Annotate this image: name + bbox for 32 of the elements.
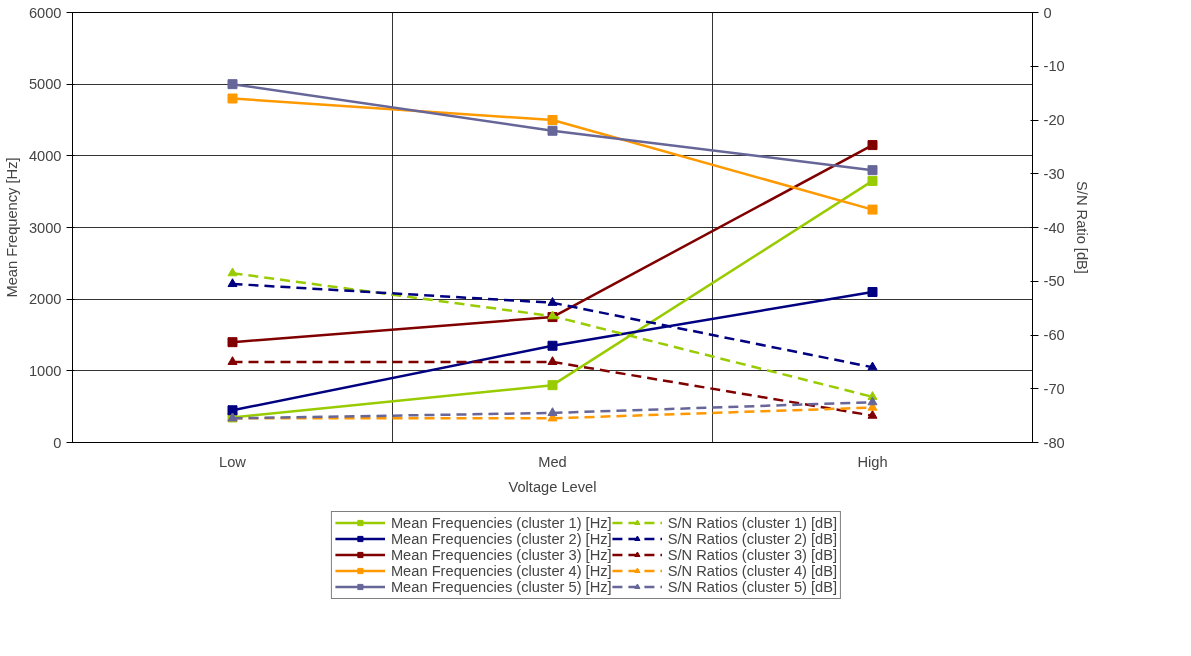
legend-label: S/N Ratios (cluster 5) [dB] [667,578,838,595]
x-tick-label: Med [538,453,567,470]
legend-label: S/N Ratios (cluster 1) [dB] [667,514,838,531]
legend-label: Mean Frequencies (cluster 1) [Hz] [390,514,612,531]
y2-axis-title: S/N Ratio [dB] [1073,181,1090,274]
y-tick-label: 2000 [28,291,62,308]
y-tick-label: 0 [53,434,62,451]
legend-label: Mean Frequencies (cluster 3) [Hz] [390,546,612,563]
y2-tick-label: -30 [1043,165,1065,182]
x-tick-label: High [857,453,888,470]
y2-tick-label: -20 [1043,112,1065,128]
legend-label: S/N Ratios (cluster 2) [dB] [667,530,838,547]
x-axis-title: Voltage Level [508,478,597,495]
y-axis-title: Mean Frequency [Hz] [3,157,20,298]
y2-tick-label: -10 [1043,58,1065,75]
legend-label: Mean Frequencies (cluster 5) [Hz] [390,578,612,595]
y2-tick-label: -80 [1043,434,1065,451]
y2-tick-label: -70 [1043,380,1065,397]
y-tick-label: 4000 [28,147,62,164]
legend-label: Mean Frequencies (cluster 2) [Hz] [390,530,612,547]
y-tick-label: 1000 [28,362,62,379]
legend-label: S/N Ratios (cluster 4) [dB] [667,562,838,579]
y2-tick-label: 0 [1043,4,1052,21]
y2-tick-label: -60 [1043,327,1065,343]
x-tick-label: Low [219,453,247,470]
y2-tick-label: -40 [1043,219,1065,236]
y-tick-label: 6000 [28,4,62,21]
y-tick-label: 5000 [28,76,62,93]
y2-tick-label: -50 [1043,273,1065,290]
y-tick-label: 3000 [28,219,62,236]
legend-label: Mean Frequencies (cluster 4) [Hz] [390,562,612,579]
legend-label: S/N Ratios (cluster 3) [dB] [667,546,838,563]
